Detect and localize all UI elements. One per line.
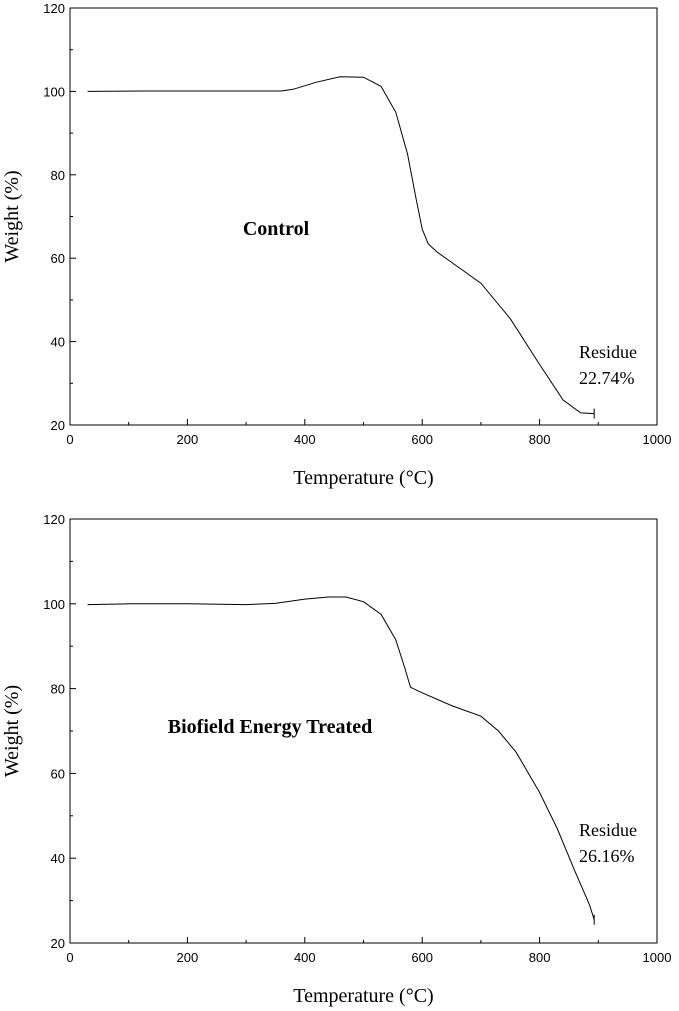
y-tick-label: 80 bbox=[51, 682, 65, 697]
series-line-1 bbox=[87, 76, 595, 415]
y-tick-label: 60 bbox=[51, 251, 65, 266]
x-tick-label: 800 bbox=[529, 950, 551, 965]
chart-panel-2: 0 200 400 600 800 1000 20 40 60 80 100 120 Temperatu… bbox=[1, 512, 671, 1007]
x-tick-label: 200 bbox=[177, 432, 199, 447]
plot-frame bbox=[69, 7, 658, 426]
x-axis-label: Temperature (°C) bbox=[293, 985, 433, 1007]
x-tick-label: 600 bbox=[411, 950, 433, 965]
x-tick-label: 200 bbox=[177, 950, 199, 965]
x-tick-label: 0 bbox=[66, 432, 73, 447]
series-line-1 bbox=[87, 596, 595, 920]
y-tick-label: 40 bbox=[51, 851, 65, 866]
y-tick-label: 100 bbox=[43, 84, 65, 99]
x-tick-label: 800 bbox=[529, 432, 551, 447]
residue-value: 26.16% bbox=[579, 846, 635, 866]
chart-title: Control bbox=[243, 218, 310, 240]
y-tick-label: 120 bbox=[43, 1, 65, 16]
y-tick-label: 120 bbox=[43, 512, 65, 527]
residue-label: Residue bbox=[579, 820, 637, 840]
y-tick-label: 20 bbox=[51, 936, 65, 951]
residue-label: Residue bbox=[579, 342, 637, 362]
residue-value: 22.74% bbox=[579, 368, 635, 388]
y-axis-label: Weight (%) bbox=[1, 170, 23, 262]
y-axis-label: Weight (%) bbox=[1, 685, 23, 777]
x-tick-label: 400 bbox=[294, 950, 316, 965]
chart-title: Biofield Energy Treated bbox=[168, 716, 372, 738]
y-tick-label: 60 bbox=[51, 766, 65, 781]
x-tick-label: 0 bbox=[66, 950, 73, 965]
y-tick-label: 20 bbox=[51, 418, 65, 433]
y-tick-label: 100 bbox=[43, 597, 65, 612]
y-tick-label: 40 bbox=[51, 335, 65, 350]
y-tick-label: 80 bbox=[51, 168, 65, 183]
x-tick-label: 1000 bbox=[643, 432, 672, 447]
x-tick-label: 1000 bbox=[643, 950, 672, 965]
x-axis-label: Temperature (°C) bbox=[293, 467, 433, 489]
chart-panel-1: 0 200 400 600 800 1000 20 40 60 80 100 120 Temperatu… bbox=[1, 1, 671, 489]
x-tick-label: 600 bbox=[411, 432, 433, 447]
x-tick-label: 400 bbox=[294, 432, 316, 447]
